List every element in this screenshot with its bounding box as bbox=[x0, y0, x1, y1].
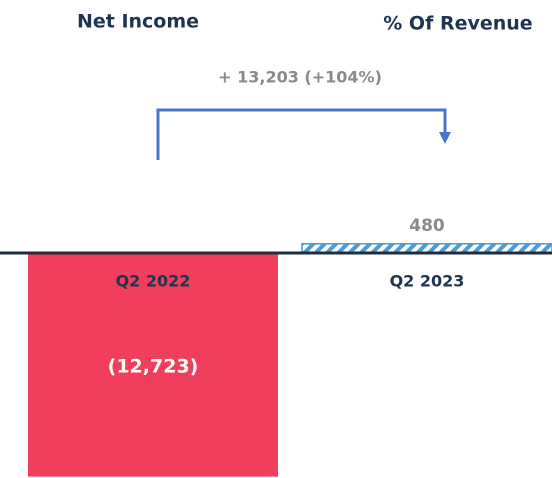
x-tick-label: Q2 2022 bbox=[116, 272, 191, 291]
annotation: + 13,203 (+104%) bbox=[218, 68, 382, 87]
change-arrow bbox=[156, 108, 447, 160]
header: Net Income bbox=[77, 11, 199, 33]
x-tick-label: Q2 2023 bbox=[390, 272, 465, 291]
header: % Of Revenue bbox=[383, 13, 532, 35]
bar bbox=[28, 252, 278, 477]
value-label: 480 bbox=[409, 216, 445, 236]
value-label: (12,723) bbox=[108, 356, 199, 378]
bar bbox=[301, 243, 552, 253]
arrow-head bbox=[439, 132, 451, 144]
